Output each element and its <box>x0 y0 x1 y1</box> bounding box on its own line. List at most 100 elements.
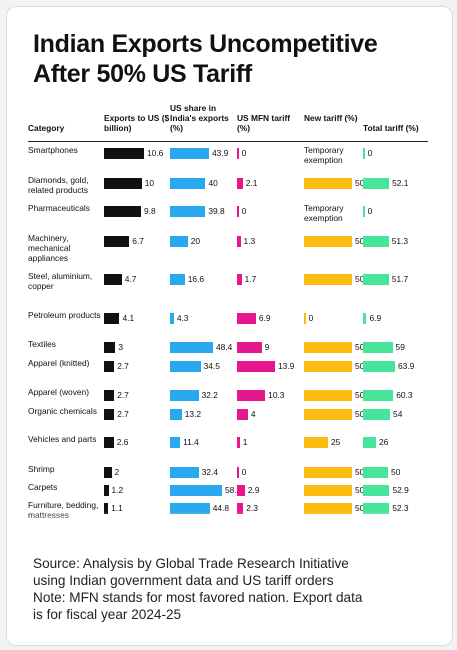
bar-total <box>363 274 389 285</box>
value-label-total: 52.3 <box>392 503 409 513</box>
footer-line-3: Note: MFN stands for most favored nation… <box>33 590 363 605</box>
bar-total <box>363 409 391 420</box>
value-label-total: 52.1 <box>392 178 409 188</box>
bar-us_share <box>170 409 182 420</box>
value-label-total: 54 <box>393 409 403 419</box>
value-label-total: 63.9 <box>398 361 415 371</box>
bar-exports <box>104 178 142 189</box>
bar-exports <box>104 274 122 285</box>
value-label-new_tariff: 50 <box>355 467 365 477</box>
bar-new_tariff <box>304 503 352 514</box>
value-label-total: 0 <box>367 148 373 158</box>
bar-total <box>363 148 365 159</box>
row-label: Steel, aluminium, copper <box>28 271 93 291</box>
bar-us_share <box>170 313 174 324</box>
value-label-mfn: 6.9 <box>258 313 271 323</box>
bar-total <box>363 390 394 401</box>
scroll-fade <box>31 511 439 533</box>
value-label-total: 0 <box>367 206 373 216</box>
value-label-exports: 2.6 <box>116 437 129 447</box>
value-label-us_share: 58.6 <box>225 485 242 495</box>
bar-exports <box>104 313 120 324</box>
value-label-exports: 2.7 <box>117 361 129 371</box>
value-label-us_share: 40 <box>208 178 218 188</box>
value-label-new_tariff: 50 <box>355 236 365 246</box>
value-label-new_tariff: 0 <box>308 313 314 323</box>
value-label-us_share: 43.9 <box>211 148 229 158</box>
value-label-mfn: 1.3 <box>243 236 256 246</box>
bar-new_tariff <box>304 467 352 478</box>
value-label-exports: 4.1 <box>122 313 135 323</box>
header-rule <box>28 141 428 142</box>
value-label-new_tariff: 25 <box>331 437 341 447</box>
bar-mfn <box>237 236 241 247</box>
value-label-us_share: 32.4 <box>201 467 219 477</box>
footer-notes: Source: Analysis by Global Trade Researc… <box>33 555 438 623</box>
value-label-mfn: 2.1 <box>245 178 258 188</box>
column-header-category: Category <box>28 123 65 133</box>
title-line-1: Indian Exports Uncompetitive <box>33 30 378 58</box>
footer-line-1: Source: Analysis by Global Trade Researc… <box>33 556 349 571</box>
bar-new_tariff <box>304 409 352 420</box>
row-label: Apparel (knitted) <box>28 358 90 368</box>
value-label-exports: 1.1 <box>111 503 123 513</box>
value-label-exports: 2 <box>114 467 120 477</box>
bar-exports <box>104 503 109 514</box>
bar-exports <box>104 409 115 420</box>
column-header-exports: Exports to US ($ billion) <box>104 113 170 133</box>
value-label-exports: 6.7 <box>132 236 144 246</box>
bar-us_share <box>170 206 206 217</box>
bar-mfn <box>237 390 266 401</box>
bar-us_share <box>170 236 188 247</box>
value-label-new_tariff: 50 <box>355 503 365 513</box>
bar-exports <box>104 467 112 478</box>
value-label-new_tariff: 50 <box>355 178 365 188</box>
value-label-new_tariff: 50 <box>355 485 365 495</box>
bar-mfn <box>237 178 243 189</box>
row-label: Apparel (woven) <box>28 387 89 397</box>
bar-exports <box>104 437 114 448</box>
bar-mfn <box>237 485 245 496</box>
value-label-exports: 10 <box>144 178 155 188</box>
value-label-new_tariff: 50 <box>355 274 365 284</box>
value-label-us_share: 32.2 <box>201 390 218 400</box>
bar-us_share <box>170 467 199 478</box>
bar-us_share <box>170 503 210 514</box>
row-label: Smartphones <box>28 145 78 155</box>
value-label-total: 59 <box>395 342 405 352</box>
bar-new_tariff <box>304 274 352 285</box>
bar-total <box>363 206 365 217</box>
value-label-total: 50 <box>391 467 401 477</box>
bar-total <box>363 361 395 372</box>
row-label: Textiles <box>28 339 56 349</box>
value-label-new_tariff: 50 <box>355 390 365 400</box>
bar-mfn <box>237 361 275 372</box>
bar-total <box>363 313 367 324</box>
bar-new_tariff <box>304 178 352 189</box>
bar-mfn <box>237 467 239 478</box>
row-label: Machinery, mechanical appliances <box>28 233 71 263</box>
value-label-total: 60.3 <box>396 390 413 400</box>
bar-new_tariff <box>304 236 352 247</box>
row-label: Pharmaceuticals <box>28 203 90 213</box>
bar-exports <box>104 361 115 372</box>
column-header-new_tariff: New tariff (%) <box>304 113 358 123</box>
bar-new_tariff <box>304 342 352 353</box>
value-label-us_share: 11.4 <box>183 437 199 447</box>
value-label-exports: 2.7 <box>117 409 129 419</box>
row-label: Petroleum products <box>28 310 101 320</box>
value-label-mfn: 0 <box>241 206 247 216</box>
bar-exports <box>104 342 116 353</box>
value-label-exports: 2.7 <box>117 390 129 400</box>
value-label-mfn: 13.9 <box>278 361 295 371</box>
value-label-mfn: 1 <box>242 437 248 447</box>
bar-exports <box>104 390 115 401</box>
bar-mfn <box>237 503 244 514</box>
bar-new_tariff <box>304 313 306 324</box>
value-label-total: 51.3 <box>391 236 408 246</box>
bar-mfn <box>237 313 256 324</box>
bar-us_share <box>170 342 213 353</box>
cell-text-new_tariff: Temporary exemption <box>304 145 344 165</box>
bar-new_tariff <box>304 390 352 401</box>
value-label-mfn: 2.3 <box>246 503 258 513</box>
